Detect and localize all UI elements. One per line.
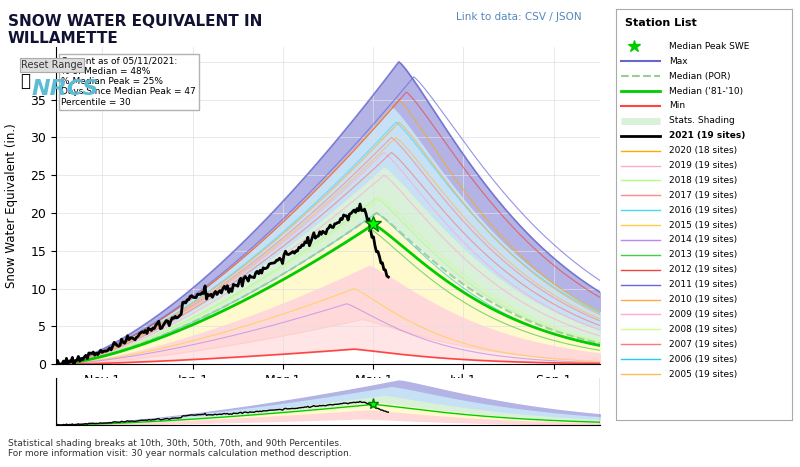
Text: 2011 (19 sites): 2011 (19 sites) (669, 280, 737, 289)
Text: Min: Min (669, 101, 685, 110)
Text: 2005 (19 sites): 2005 (19 sites) (669, 369, 737, 379)
Text: 2018 (19 sites): 2018 (19 sites) (669, 176, 737, 185)
Text: SNOW WATER EQUIVALENT IN
WILLAMETTE: SNOW WATER EQUIVALENT IN WILLAMETTE (8, 14, 262, 46)
Text: 2012 (19 sites): 2012 (19 sites) (669, 265, 737, 274)
Text: Stats. Shading: Stats. Shading (669, 116, 734, 125)
Text: 2020 (18 sites): 2020 (18 sites) (669, 146, 737, 155)
Text: 2019 (19 sites): 2019 (19 sites) (669, 161, 737, 170)
Text: 2010 (19 sites): 2010 (19 sites) (669, 295, 737, 304)
Text: Median Peak SWE: Median Peak SWE (669, 42, 749, 51)
Text: Link to data: CSV / JSON: Link to data: CSV / JSON (456, 12, 582, 21)
Text: Median (POR): Median (POR) (669, 71, 730, 81)
Y-axis label: Snow Water Equivalent (in.): Snow Water Equivalent (in.) (5, 123, 18, 288)
Text: 2008 (19 sites): 2008 (19 sites) (669, 325, 737, 334)
Text: 2006 (19 sites): 2006 (19 sites) (669, 354, 737, 364)
Text: 2014 (19 sites): 2014 (19 sites) (669, 235, 737, 245)
Text: Station List: Station List (625, 18, 697, 28)
Text: Reset Range: Reset Range (21, 60, 83, 71)
Text: 2017 (19 sites): 2017 (19 sites) (669, 191, 737, 200)
Text: 2007 (19 sites): 2007 (19 sites) (669, 340, 737, 349)
Text: 2009 (19 sites): 2009 (19 sites) (669, 310, 737, 319)
Text: Median ('81-'10): Median ('81-'10) (669, 86, 743, 96)
Text: NRCS: NRCS (32, 79, 99, 99)
Text: 💧: 💧 (20, 72, 30, 91)
Text: 2013 (19 sites): 2013 (19 sites) (669, 250, 737, 259)
Text: 2016 (19 sites): 2016 (19 sites) (669, 205, 737, 215)
Text: 2021 (19 sites): 2021 (19 sites) (669, 131, 745, 140)
Text: 2015 (19 sites): 2015 (19 sites) (669, 220, 737, 230)
Text: Max: Max (669, 57, 687, 66)
Text: Statistical shading breaks at 10th, 30th, 50th, 70th, and 90th Percentiles.
For : Statistical shading breaks at 10th, 30th… (8, 439, 352, 459)
Text: Current as of 05/11/2021:
% of Median = 48%
% Median Peak = 25%
Days Since Media: Current as of 05/11/2021: % of Median = … (62, 56, 196, 107)
